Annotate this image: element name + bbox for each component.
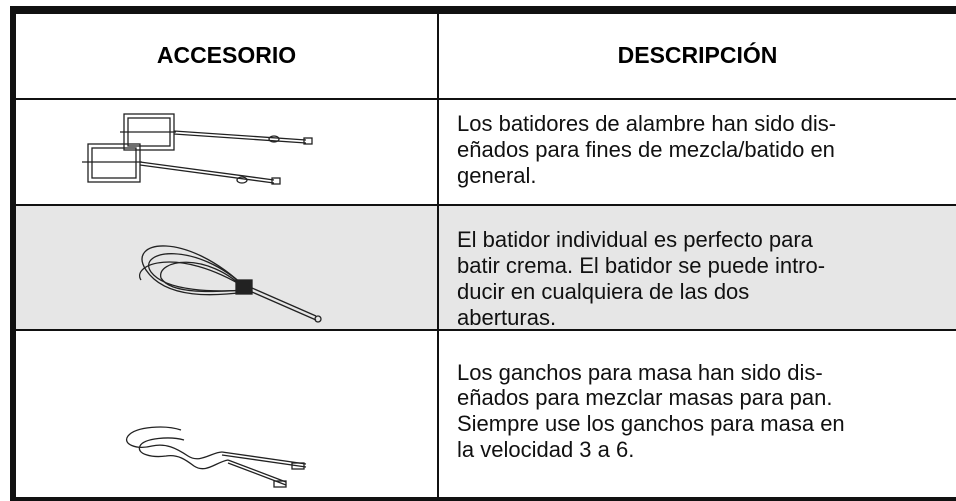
description-line: Los ganchos para masa han sido dis- <box>457 360 823 385</box>
description-line: eñados para mezclar masas para pan. <box>457 385 833 410</box>
description-line: eñados para fines de mezcla/batido en <box>457 137 835 162</box>
description-line: aberturas. <box>457 305 557 330</box>
description-line: batir crema. El batidor se puede intro- <box>457 253 826 278</box>
row-divider <box>16 98 956 100</box>
description-line: la velocidad 3 a 6. <box>457 437 635 462</box>
whisk-icon <box>139 245 322 323</box>
description-line: ducir en cualquiera de las dos <box>457 279 750 304</box>
bottom-border <box>16 497 956 501</box>
description-line: general. <box>457 163 537 188</box>
row-divider <box>16 329 956 331</box>
illustrations <box>82 113 322 488</box>
column-divider <box>437 14 439 501</box>
description-line: El batidor individual es perfecto para <box>457 227 813 252</box>
top-border <box>10 6 956 14</box>
header-cell: ACCESORIO <box>156 42 297 68</box>
left-border <box>10 6 16 501</box>
header-cell: DESCRIPCIÓN <box>617 42 778 68</box>
beaters-icon <box>82 113 313 185</box>
description-line: Siempre use los ganchos para masa en <box>457 411 845 436</box>
dough-hooks-icon <box>126 426 307 488</box>
description-line: Los batidores de alambre han sido dis- <box>457 111 837 136</box>
row-shade <box>16 205 956 330</box>
row-divider <box>16 204 956 206</box>
